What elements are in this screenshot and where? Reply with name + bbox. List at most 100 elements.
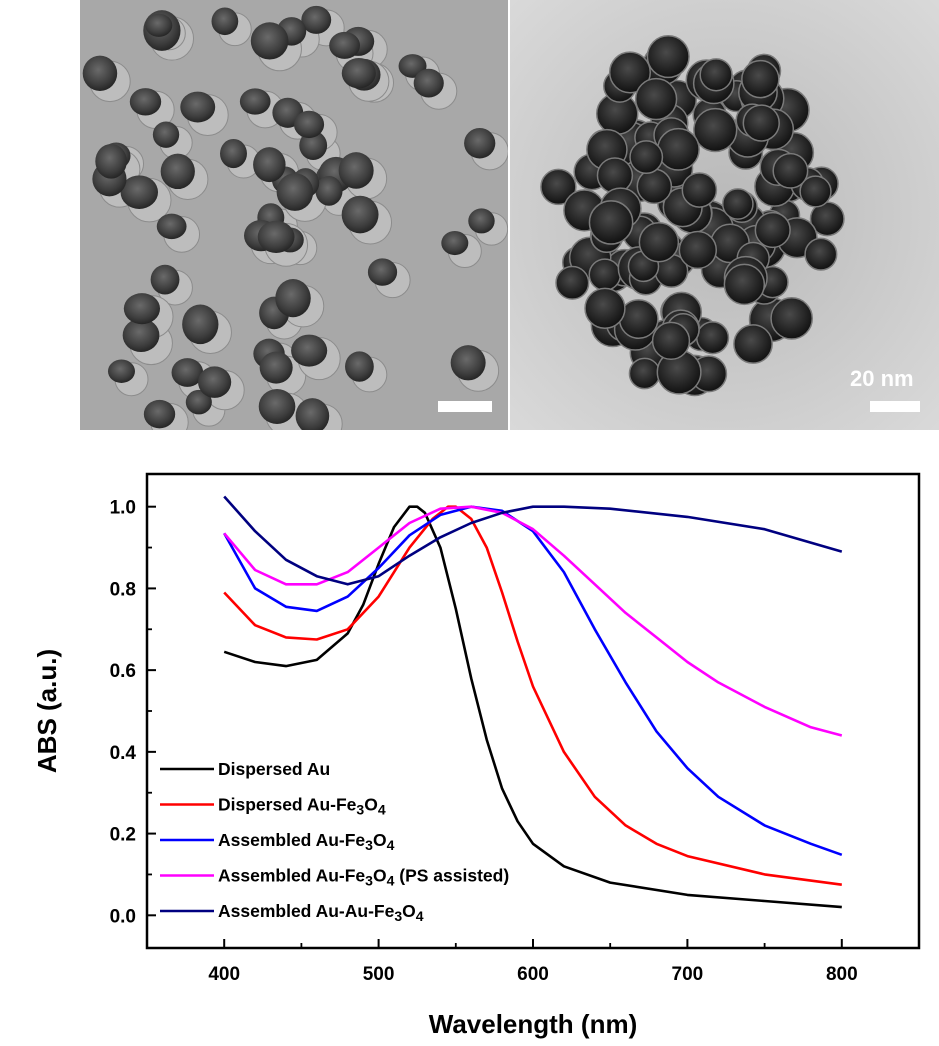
x-axis-title: Wavelength (nm) xyxy=(429,1009,637,1039)
gold-nanoparticle xyxy=(171,358,204,387)
gold-nanoparticle xyxy=(150,264,180,295)
assembled-nanoparticle xyxy=(628,357,661,390)
x-tick-label: 700 xyxy=(672,964,704,985)
absorbance-chart: 400 500 600 700 800 0.0 0.2 0.4 0.6 0.8 1.0 Disper… xyxy=(32,472,921,1039)
y-tick-label: 0.8 xyxy=(110,579,136,600)
assembled-nanoparticle xyxy=(636,168,673,205)
assembled-nanoparticle xyxy=(770,297,814,340)
gold-nanoparticle xyxy=(259,351,293,384)
assembled-nanoparticle xyxy=(754,211,791,249)
assembled-nanoparticle xyxy=(540,168,577,206)
gold-nanoparticle xyxy=(250,22,289,60)
scale-bar-label: 20 nm xyxy=(850,366,914,391)
gold-nanoparticle xyxy=(152,121,180,148)
assembled-nanoparticle xyxy=(555,265,590,300)
legend-label: Assembled Au-Fe3O4 xyxy=(218,830,395,853)
legend-label: Assembled Au-Fe3O4 (PS assisted) xyxy=(218,866,509,889)
scale-bar-left xyxy=(438,401,492,412)
gold-nanoparticle xyxy=(293,110,325,139)
series-line-2 xyxy=(223,505,842,886)
x-tick-label: 600 xyxy=(517,964,549,985)
gold-nanoparticle xyxy=(338,152,374,189)
assembled-nanoparticle xyxy=(693,107,738,153)
gold-nanoparticle xyxy=(180,91,216,123)
gold-nanoparticle xyxy=(367,258,398,286)
gold-nanoparticle xyxy=(257,220,295,253)
gold-nanoparticle xyxy=(258,389,296,424)
gold-nanoparticle xyxy=(291,334,328,367)
y-tick-label: 0.0 xyxy=(110,906,136,927)
assembled-nanoparticle xyxy=(608,51,652,94)
axis-layer: 400 500 600 700 800 0.0 0.2 0.4 0.6 0.8 1.0 xyxy=(110,498,920,985)
tem-image-dispersed xyxy=(80,0,508,430)
assembled-nanoparticle xyxy=(651,321,691,360)
gold-nanoparticle xyxy=(123,293,161,325)
assembled-nanoparticle xyxy=(656,127,700,171)
gold-nanoparticle xyxy=(198,366,232,398)
assembled-nanoparticle xyxy=(629,140,664,175)
gold-nanoparticle xyxy=(160,153,195,190)
legend-label: Dispersed Au-Fe3O4 xyxy=(218,795,386,818)
y-tick-label: 0.4 xyxy=(110,743,137,764)
assembled-nanoparticle xyxy=(772,152,809,189)
assembled-nanoparticle xyxy=(733,324,773,364)
y-tick-label: 0.6 xyxy=(110,661,136,682)
gold-nanoparticle xyxy=(253,147,286,183)
scale-bar-right xyxy=(870,401,920,412)
gold-nanoparticle xyxy=(143,399,176,429)
x-tick-label: 500 xyxy=(363,964,395,985)
assembled-nanoparticle xyxy=(799,175,832,208)
gold-nanoparticle xyxy=(95,143,127,179)
gold-nanoparticle xyxy=(468,208,495,234)
legend: Dispersed Au Dispersed Au-Fe3O4 Assembled … xyxy=(160,759,509,924)
tem-dispersed-particles xyxy=(80,0,508,430)
gold-nanoparticle xyxy=(107,359,135,383)
gold-nanoparticle xyxy=(450,345,486,381)
gold-nanoparticle xyxy=(441,231,469,256)
gold-nanoparticle xyxy=(211,7,239,36)
assembled-nanoparticle xyxy=(634,77,678,121)
tem-assembled-cluster xyxy=(510,0,939,430)
x-tick-label: 800 xyxy=(826,964,858,985)
assembled-nanoparticle xyxy=(678,230,718,270)
y-tick-label: 0.2 xyxy=(110,825,136,846)
gold-nanoparticle xyxy=(295,398,330,430)
gold-nanoparticle xyxy=(413,68,444,98)
assembled-nanoparticle xyxy=(638,221,680,263)
assembled-nanoparticle xyxy=(696,321,730,355)
tem-image-assembled: 20 nm xyxy=(510,0,939,430)
gold-nanoparticle xyxy=(220,138,247,169)
y-axis-title: ABS (a.u.) xyxy=(32,649,62,773)
gold-nanoparticle xyxy=(464,128,496,159)
gold-nanoparticle xyxy=(299,130,328,160)
assembled-nanoparticle xyxy=(681,172,718,208)
gold-nanoparticle xyxy=(129,88,162,116)
assembled-nanoparticle xyxy=(588,200,634,245)
gold-nanoparticle xyxy=(120,175,159,209)
gold-nanoparticle xyxy=(341,195,379,234)
gold-nanoparticle xyxy=(239,88,271,115)
series-line-1 xyxy=(223,505,842,909)
assembled-nanoparticle xyxy=(742,104,780,142)
assembled-nanoparticle xyxy=(741,59,780,99)
gold-nanoparticle xyxy=(122,318,160,353)
legend-label: Dispersed Au xyxy=(218,759,330,779)
assembled-nanoparticle xyxy=(699,58,733,92)
gold-nanoparticle xyxy=(301,5,332,34)
assembled-nanoparticle xyxy=(804,237,838,271)
y-tick-label: 1.0 xyxy=(110,498,136,519)
legend-label: Assembled Au-Au-Fe3O4 xyxy=(218,901,424,924)
gold-nanoparticle xyxy=(345,351,374,382)
gold-nanoparticle xyxy=(82,55,118,91)
gold-nanoparticle xyxy=(156,213,187,240)
series-line-5 xyxy=(223,495,843,586)
assembled-nanoparticle xyxy=(584,287,626,330)
gold-nanoparticle xyxy=(182,304,219,345)
series-layer xyxy=(223,495,843,909)
x-tick-label: 400 xyxy=(208,964,240,985)
assembled-nanoparticle xyxy=(723,263,766,306)
assembled-nanoparticle xyxy=(646,34,690,79)
series-line-4 xyxy=(223,505,843,737)
gold-nanoparticle xyxy=(276,173,314,211)
assembled-nanoparticle xyxy=(721,188,754,220)
